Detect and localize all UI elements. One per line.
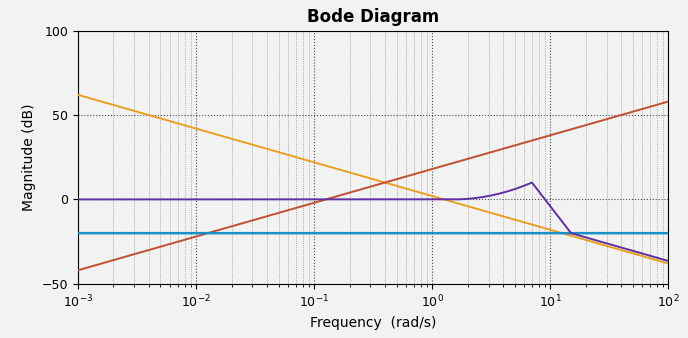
Title: Bode Diagram: Bode Diagram [307,8,439,26]
X-axis label: Frequency  (rad/s): Frequency (rad/s) [310,316,436,330]
Y-axis label: Magnitude (dB): Magnitude (dB) [22,103,36,211]
